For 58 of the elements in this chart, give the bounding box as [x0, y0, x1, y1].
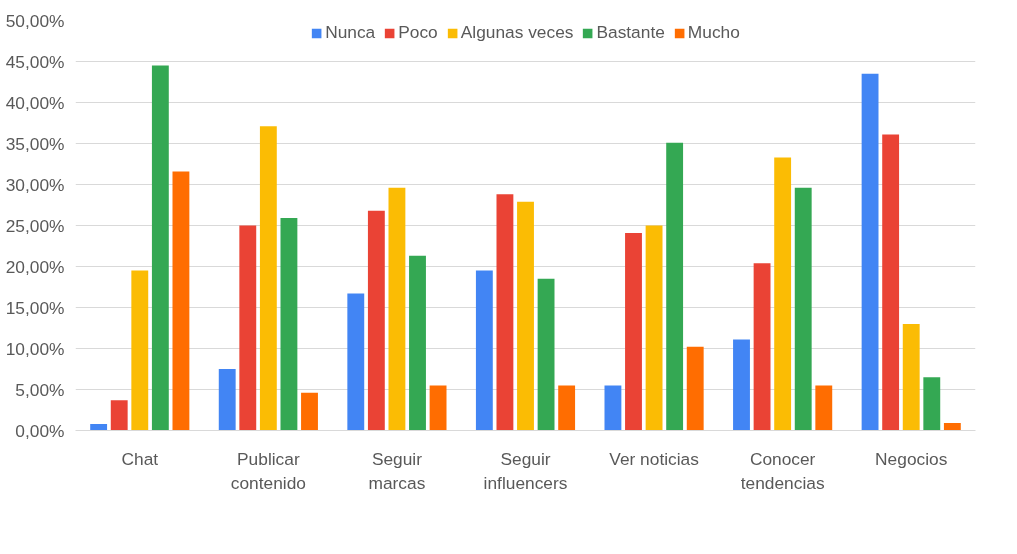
bar	[388, 187, 406, 431]
bar	[429, 385, 447, 431]
y-tick-label: 5,00%	[15, 379, 65, 400]
x-tick-label: Chat	[121, 448, 159, 469]
x-tick-label: Negocios	[875, 448, 948, 469]
bar	[645, 225, 663, 431]
y-tick-label: 20,00%	[5, 256, 65, 277]
bar	[753, 263, 771, 431]
legend-label: Mucho	[687, 22, 740, 43]
x-tick-label: Publicar contenido	[230, 448, 306, 493]
bar	[774, 157, 792, 431]
bar	[666, 142, 684, 431]
legend-label: Bastante	[596, 22, 665, 43]
bar	[604, 385, 622, 431]
x-tick-label: Conocer tendencias	[740, 448, 825, 493]
y-tick-label: 0,00%	[15, 420, 65, 441]
legend-label: Algunas veces	[460, 22, 574, 43]
bar	[861, 73, 879, 431]
bar	[923, 377, 941, 431]
bar	[301, 392, 318, 431]
bar	[367, 210, 385, 431]
bar	[558, 385, 576, 431]
bar	[259, 126, 277, 431]
y-tick-label: 25,00%	[5, 215, 65, 236]
bar	[943, 423, 961, 431]
bar	[537, 278, 555, 431]
y-tick-label: 35,00%	[5, 133, 65, 154]
bar	[517, 201, 534, 431]
bar	[794, 187, 812, 431]
bar	[172, 171, 190, 431]
bar	[496, 194, 514, 431]
bar	[815, 385, 833, 431]
y-tick-label: 10,00%	[5, 338, 65, 359]
bar	[882, 134, 900, 431]
x-tick-label: Seguir marcas	[368, 448, 426, 493]
x-tick-label: Seguir influencers	[483, 448, 568, 493]
bar	[409, 255, 426, 431]
legend-label: Poco	[398, 22, 438, 43]
y-tick-label: 45,00%	[5, 51, 65, 72]
x-tick-label: Ver noticias	[609, 448, 700, 469]
bar	[280, 218, 298, 431]
bar	[902, 323, 920, 431]
bar	[110, 400, 128, 431]
bar	[90, 423, 108, 431]
y-tick-label: 50,00%	[5, 10, 65, 31]
bar	[475, 270, 493, 431]
bar	[347, 293, 365, 431]
bar	[131, 270, 149, 431]
y-tick-label: 15,00%	[5, 297, 65, 318]
bar	[151, 65, 169, 431]
bar	[686, 346, 704, 431]
bar	[625, 232, 642, 431]
y-tick-label: 30,00%	[5, 174, 65, 195]
bar	[218, 369, 236, 431]
y-tick-label: 40,00%	[5, 92, 65, 113]
bar	[733, 339, 750, 431]
bar	[239, 225, 257, 431]
legend-label: Nunca	[325, 22, 376, 43]
